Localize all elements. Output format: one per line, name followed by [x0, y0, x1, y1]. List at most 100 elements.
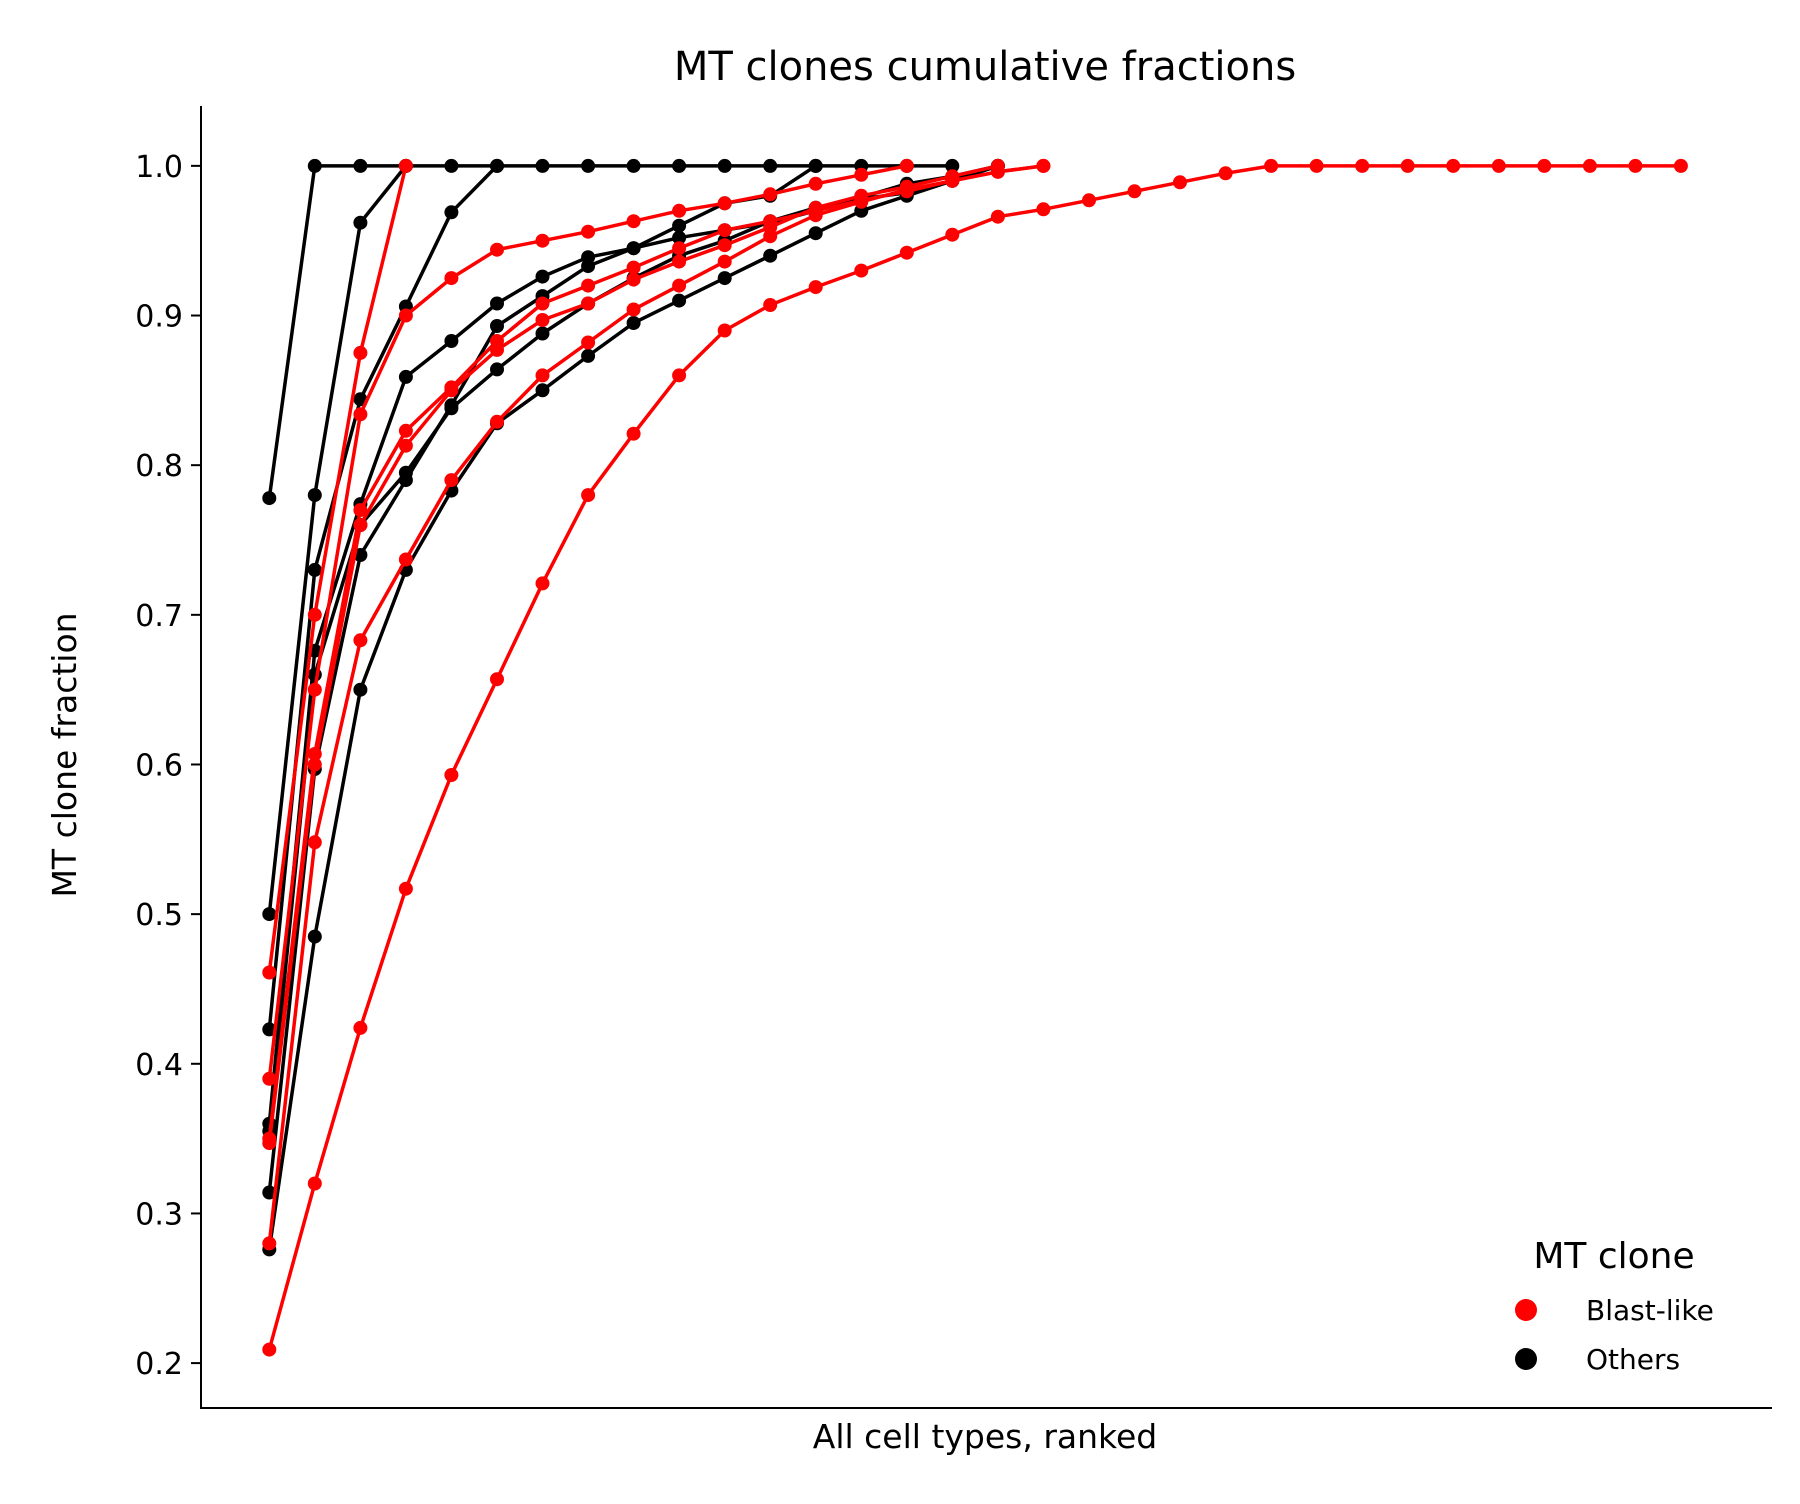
data-point: [444, 383, 459, 398]
data-point: [1582, 158, 1597, 173]
data-point: [535, 313, 550, 327]
data-point: [535, 269, 550, 284]
data-point: [717, 238, 732, 253]
series-blast-like-11: [262, 158, 1051, 1251]
data-point: [307, 1176, 322, 1191]
data-point: [307, 757, 322, 772]
data-point: [353, 633, 368, 648]
data-point: [398, 369, 413, 384]
y-tick-label: 0.2: [135, 1347, 183, 1382]
series-blast-like-7: [262, 158, 413, 980]
data-point: [490, 362, 504, 377]
data-point: [808, 226, 823, 241]
series-blast-like-12: [262, 158, 1688, 1357]
data-point: [307, 929, 322, 944]
data-point: [672, 230, 687, 245]
data-point: [581, 224, 596, 239]
data-point: [945, 158, 960, 173]
series-line: [267, 164, 953, 499]
data-point: [490, 342, 504, 357]
series-others-1: [262, 158, 413, 922]
data-point: [626, 260, 641, 275]
data-point: [672, 158, 687, 173]
data-point: [763, 229, 778, 244]
data-point: [398, 308, 413, 323]
data-point: [307, 682, 322, 697]
data-point: [717, 323, 732, 338]
data-point: [262, 1185, 277, 1200]
data-point: [581, 259, 596, 274]
data-point: [763, 298, 778, 312]
data-point: [490, 158, 504, 173]
y-tick-label: 0.5: [135, 898, 183, 933]
data-point: [307, 607, 322, 622]
data-point: [444, 768, 459, 782]
data-point: [808, 280, 823, 295]
legend-marker-others: [1515, 1348, 1537, 1370]
legend-marker-blast-like: [1515, 1299, 1537, 1321]
y-tick-label: 0.6: [135, 748, 183, 783]
data-point: [1355, 158, 1370, 173]
data-point: [581, 296, 596, 311]
data-point: [262, 965, 277, 980]
data-point: [808, 158, 823, 173]
legend-label-others: Others: [1586, 1343, 1680, 1376]
data-point: [490, 319, 504, 333]
y-tick-label: 0.3: [135, 1197, 183, 1232]
data-point: [990, 164, 1005, 179]
data-point: [353, 682, 368, 697]
data-point: [717, 254, 732, 269]
series-others-6: [262, 158, 1005, 1257]
data-point: [626, 158, 641, 173]
data-point: [535, 233, 550, 248]
series-line: [267, 164, 408, 915]
data-point: [444, 398, 459, 413]
legend-label-blast-like: Blast-like: [1586, 1294, 1714, 1327]
data-point: [626, 272, 641, 287]
data-point: [1400, 158, 1415, 173]
data-point: [490, 296, 504, 311]
data-point: [262, 1342, 277, 1357]
y-axis-ticks: 0.2 0.3 0.4 0.5 0.6 0.7 0.8 0.9 1.0: [135, 150, 201, 1382]
data-point: [444, 205, 459, 220]
data-point: [353, 215, 368, 230]
data-point: [262, 491, 277, 506]
y-axis-label: MT clone fraction: [45, 612, 84, 897]
series-line: [267, 165, 408, 973]
data-point: [444, 158, 459, 173]
data-point: [307, 562, 322, 577]
data-point: [353, 345, 368, 360]
data-point: [945, 173, 960, 188]
series-others-0: [262, 158, 960, 506]
data-point: [490, 242, 504, 257]
data-point: [398, 881, 413, 896]
data-point: [1036, 202, 1051, 217]
data-point: [262, 907, 277, 922]
data-point: [262, 1136, 277, 1151]
data-point: [626, 316, 641, 330]
series-line: [267, 164, 1044, 1244]
x-axis-label: All cell types, ranked: [813, 1417, 1157, 1456]
data-point: [717, 196, 732, 211]
data-point: [581, 488, 596, 503]
y-tick-label: 0.8: [135, 449, 183, 484]
legend-entry-others: Others: [1515, 1343, 1680, 1376]
data-point: [763, 187, 778, 202]
data-point: [353, 1020, 368, 1035]
data-point: [535, 576, 550, 591]
legend-entry-blast-like: Blast-like: [1515, 1294, 1714, 1327]
data-point: [626, 241, 641, 256]
data-point: [808, 208, 823, 223]
data-point: [808, 176, 823, 191]
data-point: [672, 368, 687, 383]
data-point: [626, 426, 641, 441]
data-point: [1491, 158, 1506, 173]
data-point: [1673, 158, 1688, 173]
data-point: [1218, 166, 1233, 181]
data-point: [444, 271, 459, 286]
data-point: [535, 158, 550, 173]
data-point: [626, 302, 641, 317]
data-point: [717, 271, 732, 286]
data-point: [1309, 158, 1324, 173]
data-point: [353, 158, 368, 173]
